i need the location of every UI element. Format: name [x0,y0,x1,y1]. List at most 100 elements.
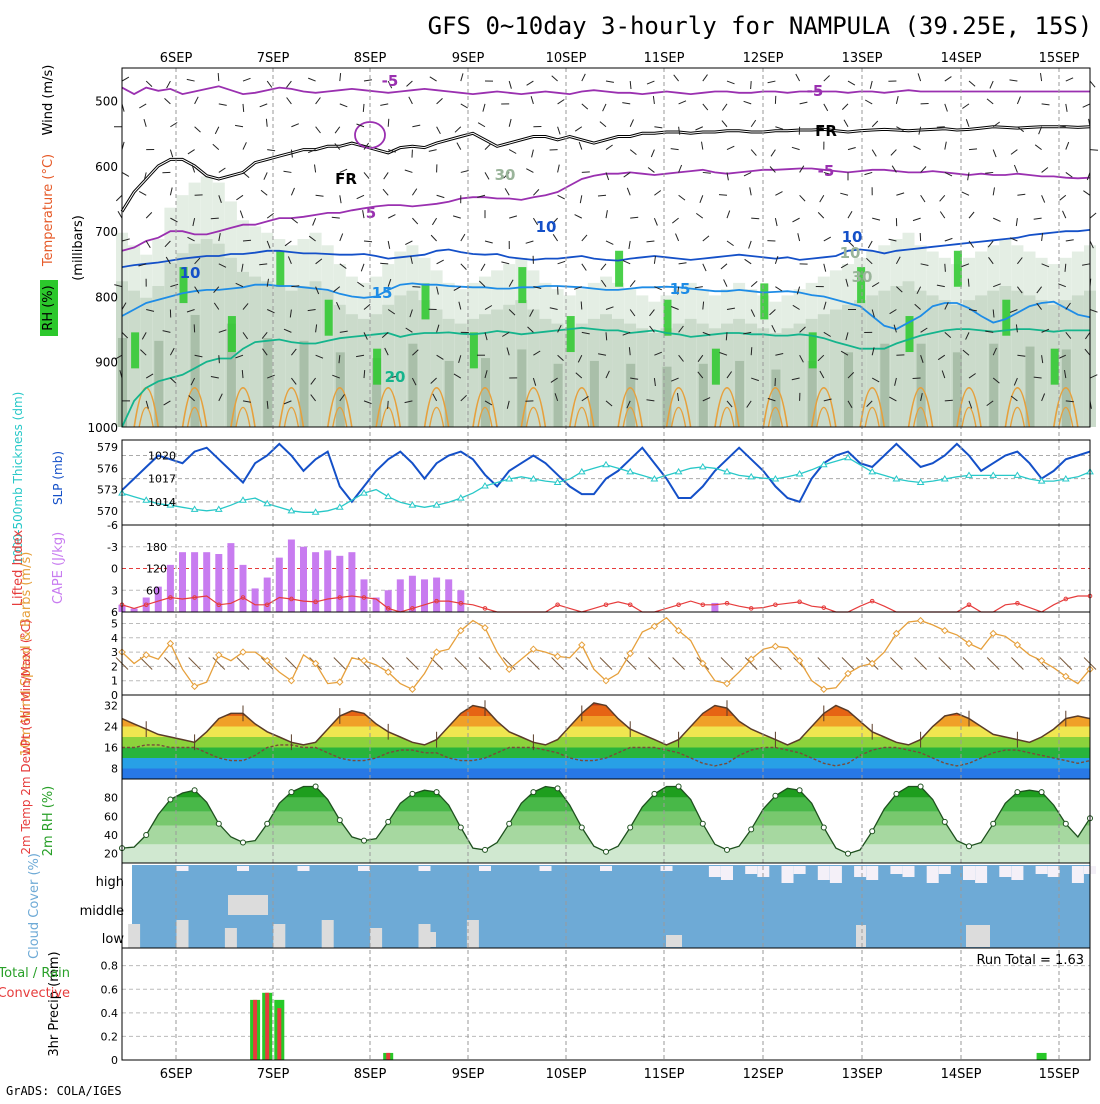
rh-shade-mid [517,349,526,427]
rh-shade-light [213,244,225,427]
wind-tick-label: 5 [111,617,118,630]
rh-shade-light [540,319,552,427]
rh-marker [483,847,488,852]
cape-bar [421,579,428,612]
precip-convective-bar [253,1000,257,1060]
rh-marker [676,784,681,789]
temp-tick-label: 32 [104,700,118,713]
surface-wind-barb [382,658,394,670]
cloud-clear-high [1048,866,1060,877]
temp-tick-label: 24 [104,721,118,734]
rh-marker [507,821,512,826]
cloud-row-label-low: low [102,932,125,947]
cape-bar [191,552,198,612]
wind-barb [581,302,582,310]
cloud-clear-high [818,866,830,880]
rh-marker [265,821,270,826]
precip-tick-label: 0.2 [101,1030,119,1043]
slp-tick-label: 1020 [148,449,176,462]
li-tick-label: 3 [111,584,118,597]
cloud-low-gray [856,925,866,947]
temp-band [122,716,1090,727]
wind-speed-marker [918,618,924,624]
cloud-low-gray [666,935,682,947]
rh-marker [797,788,802,793]
surface-wind-barb [890,658,902,670]
wind-barb [364,370,365,378]
temp-band [122,758,1090,769]
thickness-tick-label: 576 [97,462,118,475]
thickness-marker [700,464,706,469]
precip-convective-bar [277,1008,281,1060]
contour-label: 30 [852,268,873,286]
rh-shade-mid [844,352,853,427]
surface-wind-barb [915,658,927,670]
wind-barb [945,400,953,401]
wind-barb [211,218,219,219]
cape-bar [167,565,174,612]
precip-convective-legend: Convective [0,986,70,1001]
date-label-top: 6SEP [160,51,193,66]
rh-marker [991,821,996,826]
contour-label: FR [335,170,357,188]
cloud-clear-high [745,866,757,874]
wind-tick-label: 4 [111,632,118,645]
cloud-clear-high [866,866,878,880]
rh-marker [289,790,294,795]
rh-marker [918,784,923,789]
cloud-clear-high [600,866,612,871]
rh-marker [216,821,221,826]
precip-tick-label: 0.6 [101,983,119,996]
wind-barb [118,211,122,218]
surface-wind-barb [842,658,854,670]
wind-barb [1090,150,1098,151]
rh-shade-dark [325,300,333,336]
surface-wind-barb [721,658,733,670]
cloud-clear-high [661,866,673,871]
rh-shade-mid [663,367,672,427]
date-label-bottom: 15SEP [1039,1067,1080,1082]
cloud-row-label-high: high [96,875,124,890]
cloud-clear-high [975,866,987,883]
surface-wind-barb [334,658,346,670]
date-label-top: 14SEP [941,51,982,66]
surface-wind-barb [285,658,297,670]
rh-shade-dark [760,283,768,319]
temp-band [122,706,1090,717]
chart-title: GFS 0~10day 3-hourly for NAMPULA (39.25E… [428,12,1093,40]
rh-marker [410,791,415,796]
wind-barb [219,355,220,363]
rh-shade-light [201,239,213,427]
date-label-top: 7SEP [257,51,290,66]
contour-label: -5 [382,72,399,90]
rh-marker [337,818,342,823]
cloud-clear-high [358,866,370,871]
rh-tick-label: 20 [104,848,118,861]
li-tick-label: -3 [107,541,118,554]
rh-shade-light [382,305,394,427]
rh-shade-dark [228,316,236,352]
rh-shade-dark [373,349,381,385]
thickness-tick-label: 573 [97,484,118,497]
rh-shade-mid [408,344,417,427]
cloud-low-gray [225,928,237,948]
cloud-low-gray [273,924,285,948]
upper-rh-axis-label: RH (%) [41,285,56,330]
rh-marker [313,784,318,789]
cloud-clear-high [177,866,189,871]
pressure-tick-label: 1000 [87,421,118,435]
rh-marker [628,825,633,830]
surface-wind-barb [576,658,588,670]
rh-shade-mid [590,361,599,427]
pressure-tick-label: 700 [95,225,118,239]
wind-speed-marker [942,628,948,634]
date-label-top: 15SEP [1039,51,1080,66]
cape-bar [252,588,259,612]
rh-marker [870,829,875,834]
cloud-clear-high [237,866,249,871]
rh-shade-dark [712,349,720,385]
rh-tick-label: 80 [104,792,118,805]
date-label-bottom: 9SEP [452,1067,485,1082]
temp-axis-label: 2m Temp 2m DewPt (6hr Min/Max) (°C) [19,619,33,854]
